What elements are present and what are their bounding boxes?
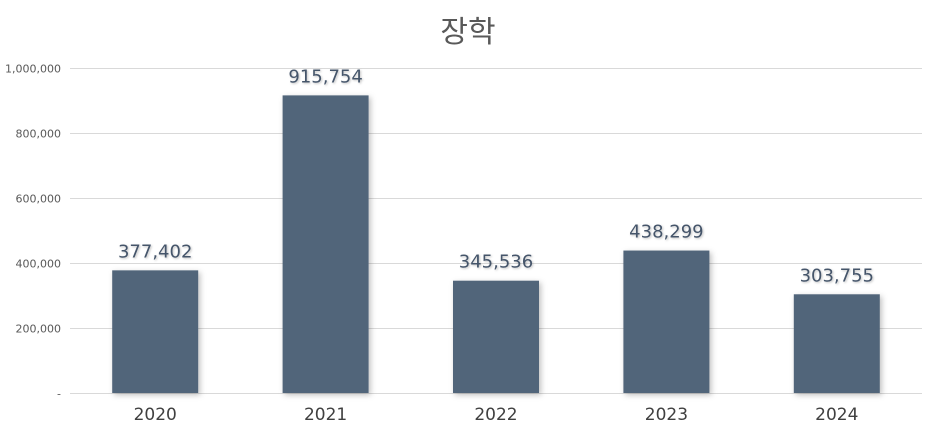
y-tick-label: 400,000 xyxy=(16,258,62,271)
x-tick-label: 2020 xyxy=(134,405,177,425)
y-tick-label: 200,000 xyxy=(16,323,62,336)
chart-title: 장학 xyxy=(440,15,495,50)
y-tick-label: 800,000 xyxy=(16,128,62,141)
x-tick-label: 2024 xyxy=(815,405,858,425)
y-tick-label: 600,000 xyxy=(16,193,62,206)
y-tick-label: - xyxy=(57,388,61,401)
bar xyxy=(793,294,880,393)
bar xyxy=(453,280,539,393)
bars xyxy=(112,95,880,394)
y-tick-label: 1,000,000 xyxy=(5,63,61,76)
data-label: 345,536 xyxy=(459,252,533,273)
gridlines xyxy=(70,68,922,394)
data-label: 438,299 xyxy=(629,222,703,243)
y-axis-ticks: - 200,000 400,000 600,000 800,000 1,000,000 xyxy=(5,63,61,401)
x-tick-label: 2021 xyxy=(304,405,347,425)
x-tick-label: 2022 xyxy=(474,405,517,425)
data-label: 915,754 xyxy=(288,66,362,87)
data-labels: 377,402 915,754 345,536 438,299 303,755 xyxy=(118,66,874,286)
bar xyxy=(623,250,710,393)
bar xyxy=(112,270,199,393)
data-label: 303,755 xyxy=(800,265,874,286)
x-tick-label: 2023 xyxy=(645,405,688,425)
bar xyxy=(282,95,369,394)
data-label: 377,402 xyxy=(118,241,192,262)
x-axis-ticks: 2020 2021 2022 2023 2024 xyxy=(134,405,859,425)
